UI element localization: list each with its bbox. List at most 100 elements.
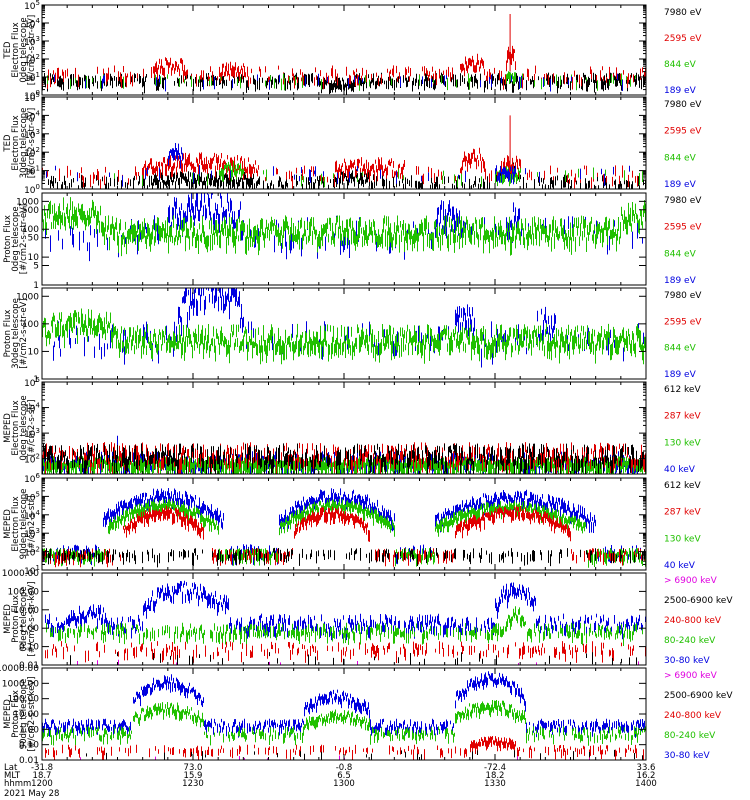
legend-entry: 2595 eV xyxy=(664,223,702,233)
y-axis-label: [#/cm2-s-str-eV] xyxy=(19,298,29,368)
y-tick-label: 102 xyxy=(24,453,40,466)
series-marks xyxy=(46,143,630,187)
legend-entry: 130 keV xyxy=(664,534,701,544)
x-tick-label: 1230 xyxy=(182,779,204,789)
y-axis-label: 0deg telescope xyxy=(19,395,29,460)
x-row-label: Lat xyxy=(4,763,18,773)
y-tick-label: 101 xyxy=(24,564,40,577)
legend-entry: > 6900 keV xyxy=(664,576,718,586)
series-marks xyxy=(42,671,645,739)
y-axis-label: MEPED xyxy=(3,699,13,729)
legend-entry: 7980 eV xyxy=(664,196,702,206)
x-tick-label: 16.2 xyxy=(637,771,656,781)
legend-entry: 2595 eV xyxy=(664,317,702,327)
y-tick-label: 104 xyxy=(24,402,40,415)
series-marks xyxy=(77,659,639,665)
y-tick-label: 100 xyxy=(24,89,40,102)
legend-entry: 844 eV xyxy=(664,153,697,163)
y-tick-label: 10 xyxy=(28,253,40,263)
series-marks xyxy=(86,749,643,760)
series-marks xyxy=(45,736,644,760)
x-tick-label: 73.0 xyxy=(184,763,203,773)
y-axis-label: Electron Flux xyxy=(11,400,21,455)
y-tick-label: 103 xyxy=(24,35,40,48)
y-tick-label: 1.00 xyxy=(19,725,39,735)
date-label: 2021 May 28 xyxy=(4,789,59,799)
y-axis-label: TED xyxy=(3,41,13,60)
y-axis-label: Electron Flux xyxy=(11,22,21,77)
legend-entry: 189 eV xyxy=(664,180,697,190)
x-tick-label: 18.2 xyxy=(486,771,505,781)
y-axis-label: [#/cm2-s-str-eV] xyxy=(27,108,37,178)
y-tick-label: 1.00 xyxy=(19,624,39,634)
series-2 xyxy=(46,606,643,647)
legend-entry: 189 eV xyxy=(664,276,697,286)
y-tick-label: 100 xyxy=(24,183,40,196)
legend-entry: 130 keV xyxy=(664,438,701,448)
legend-entry: 287 keV xyxy=(664,508,701,518)
series-5 xyxy=(77,659,639,665)
panel-8: 0.01 0.10 1.00 10.00 100.00 1000.00 10000.00 ME… xyxy=(0,664,733,766)
x-row-label: hhmm xyxy=(4,779,31,789)
y-tick-label: 106 xyxy=(24,472,40,485)
legend-entry: 40 keV xyxy=(664,465,696,475)
y-axis-label: [#/cm2-s-str-keV] xyxy=(27,582,37,657)
y-axis-label: 90deg telescope xyxy=(19,489,29,560)
series-marks xyxy=(54,73,623,92)
legend-entry: 40 keV xyxy=(664,561,696,571)
y-tick-label: 105 xyxy=(24,490,40,503)
y-axis-label: Proton Flux xyxy=(3,215,13,263)
legend-entry: 2595 eV xyxy=(664,127,702,137)
y-tick-label: 100 xyxy=(22,225,39,235)
y-axis-label: [#/cm2-s-str-eV] xyxy=(19,204,29,274)
y-axis-label: [#/cm2-s-str] xyxy=(27,496,37,553)
x-tick-label: 18.7 xyxy=(33,771,52,781)
y-axis-label: 90deg telescope xyxy=(19,679,29,750)
series-3 xyxy=(45,736,644,760)
y-axis-label: Electron Flux xyxy=(11,115,21,170)
legend-entry: 7980 eV xyxy=(664,100,702,110)
y-axis-label: TED xyxy=(3,134,13,153)
legend-entry: 2500-6900 keV xyxy=(664,691,733,701)
legend-entry: 7980 eV xyxy=(664,8,702,18)
x-tick-label: 1300 xyxy=(333,779,355,789)
legend-entry: 240-800 keV xyxy=(664,711,722,721)
y-tick-label: 100.00 xyxy=(8,587,40,597)
y-axis-label: Electron Flux xyxy=(11,496,21,551)
y-tick-label: 10.00 xyxy=(13,606,39,616)
series-marks xyxy=(80,755,590,760)
y-tick-label: 50 xyxy=(28,234,40,244)
x-tick-label: -72.4 xyxy=(484,763,506,773)
legend-entry: 7980 eV xyxy=(664,291,702,301)
series-marks xyxy=(45,641,646,665)
y-tick-label: 104 xyxy=(24,509,40,522)
y-tick-label: 102 xyxy=(24,53,40,66)
y-tick-label: 105 xyxy=(24,91,40,104)
x-row-label: MLT xyxy=(4,771,21,781)
y-axis-label: 0deg telescope xyxy=(19,17,29,82)
legend-entry: 30-80 keV xyxy=(664,751,710,761)
panel-7: 0.01 0.10 1.00 10.00 100.00 1000.00 MEPEDProto… xyxy=(2,569,734,671)
legend-entry: > 6900 keV xyxy=(664,671,718,681)
y-tick-label: 105 xyxy=(24,0,40,12)
legend-entry: 287 keV xyxy=(664,412,701,422)
y-tick-label: 105 xyxy=(24,376,40,389)
y-tick-label: 100 xyxy=(22,320,39,330)
x-tick-label: 1330 xyxy=(484,779,506,789)
y-tick-label: 1000.00 xyxy=(2,679,39,689)
series-marks xyxy=(42,700,646,746)
series-3 xyxy=(45,641,646,665)
y-axis-label: 30deg telescope xyxy=(19,108,29,179)
y-axis-label: 30deg telescope xyxy=(11,298,21,369)
y-tick-label: 1000 xyxy=(16,197,39,207)
y-axis-label: MEPED xyxy=(3,604,13,634)
y-axis-label: Proton Flux xyxy=(3,310,13,358)
series-5 xyxy=(80,755,590,760)
series-marks xyxy=(46,606,643,647)
